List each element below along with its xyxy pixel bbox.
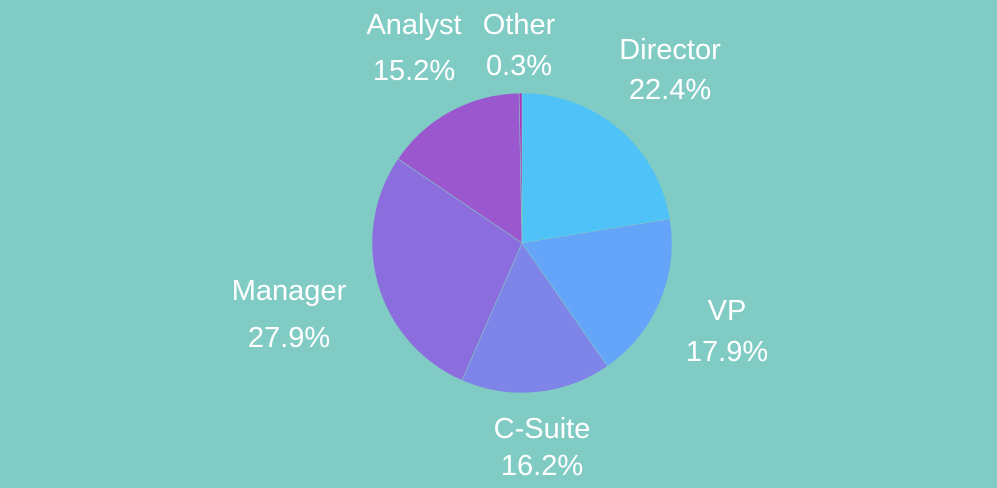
slice-label-c-suite: C-Suite — [494, 413, 591, 445]
pie-slice-other — [518, 92, 523, 244]
pie-labels: Director 22.4% VP 17.9% C-Suite 16.2% Manager 2… — [232, 9, 768, 482]
slice-value-analyst: 15.2% — [373, 55, 455, 87]
slice-value-manager: 27.9% — [248, 322, 330, 354]
pie-slice-analyst — [397, 92, 523, 244]
slice-label-analyst: Analyst — [366, 9, 461, 41]
slice-label-manager: Manager — [232, 275, 347, 307]
pie-slice-vp — [521, 218, 673, 367]
pie-slice-c-suite — [461, 242, 608, 394]
slice-value-c-suite: 16.2% — [501, 450, 583, 482]
slice-value-vp: 17.9% — [686, 336, 768, 368]
slice-value-director: 22.4% — [629, 74, 711, 106]
slice-label-other: Other — [483, 9, 556, 41]
slice-label-director: Director — [619, 34, 721, 66]
pie-slice-director — [521, 92, 671, 244]
slice-value-other: 0.3% — [486, 50, 552, 82]
slice-label-vp: VP — [708, 295, 747, 327]
pie-slices — [371, 92, 673, 394]
pie-slice-manager — [371, 158, 523, 381]
